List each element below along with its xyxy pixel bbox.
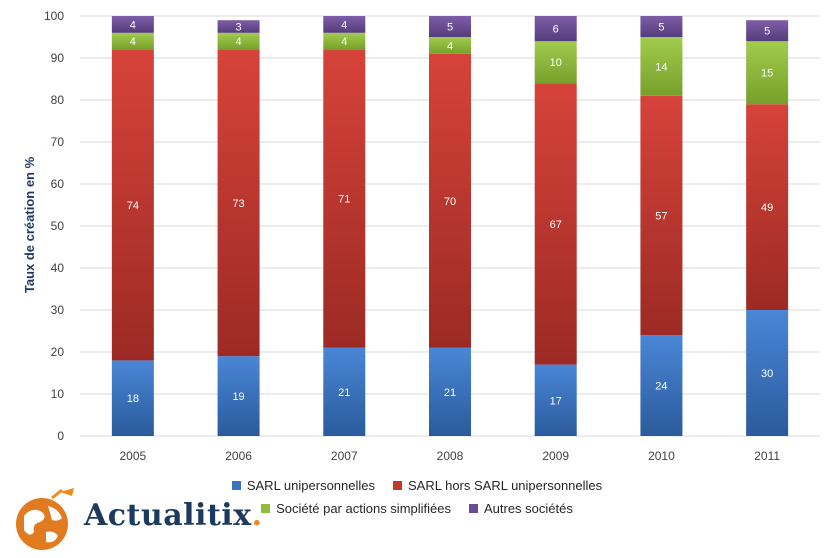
bar-segment bbox=[640, 16, 683, 37]
x-tick-label: 2005 bbox=[120, 449, 147, 463]
data-label: 6 bbox=[553, 24, 559, 36]
bar-segment bbox=[217, 20, 260, 33]
data-label: 5 bbox=[764, 26, 770, 38]
bar-segment bbox=[323, 49, 366, 348]
legend: SARL unipersonnelles SARL hors SARL unip… bbox=[0, 478, 834, 524]
legend-item: SARL hors SARL unipersonnelles bbox=[393, 478, 602, 493]
y-tick-label: 40 bbox=[51, 261, 65, 275]
data-label: 67 bbox=[550, 219, 562, 231]
data-label: 73 bbox=[232, 198, 244, 210]
legend-swatch bbox=[468, 504, 478, 513]
x-tick-label: 2006 bbox=[225, 449, 252, 463]
y-tick-label: 10 bbox=[51, 387, 65, 401]
data-label: 49 bbox=[761, 202, 773, 214]
y-tick-label: 70 bbox=[51, 135, 65, 149]
bar-segment bbox=[323, 32, 366, 50]
bar-segment bbox=[217, 32, 260, 50]
data-label: 24 bbox=[655, 381, 667, 393]
data-label: 74 bbox=[127, 200, 139, 212]
data-label: 21 bbox=[338, 387, 350, 399]
data-label: 71 bbox=[338, 194, 350, 206]
bar-segment bbox=[534, 16, 577, 42]
y-tick-label: 60 bbox=[51, 177, 65, 191]
bar-segment bbox=[534, 83, 577, 365]
y-tick-label: 0 bbox=[57, 429, 64, 443]
data-label: 4 bbox=[341, 19, 347, 31]
x-tick-label: 2007 bbox=[331, 449, 358, 463]
bar-segment bbox=[217, 49, 260, 357]
y-axis-label: Taux de création en % bbox=[22, 156, 37, 293]
data-label: 3 bbox=[236, 22, 242, 34]
legend-swatch bbox=[393, 481, 402, 490]
data-label: 21 bbox=[444, 387, 456, 399]
bar-segment bbox=[111, 49, 154, 361]
data-label: 4 bbox=[236, 36, 242, 48]
y-tick-label: 50 bbox=[51, 219, 65, 233]
bar-segment bbox=[746, 104, 789, 310]
globe-icon bbox=[16, 488, 74, 550]
legend-label: Autres sociétés bbox=[483, 501, 573, 516]
bar-segment bbox=[429, 53, 471, 348]
x-tick-label: 2009 bbox=[542, 449, 569, 463]
x-tick-label: 2011 bbox=[754, 449, 780, 463]
legend-swatch bbox=[231, 481, 241, 490]
data-label: 18 bbox=[127, 393, 139, 405]
bar-segment bbox=[111, 32, 154, 50]
legend-label: Société par actions simplifiées bbox=[276, 501, 451, 516]
brand-name: Actualitix. bbox=[84, 498, 263, 533]
data-label: 15 bbox=[761, 68, 773, 80]
bar-segment bbox=[323, 347, 366, 436]
y-tick-label: 100 bbox=[44, 9, 64, 23]
bar-segment bbox=[111, 360, 154, 436]
bar-segment bbox=[640, 335, 683, 436]
legend-item: Société par actions simplifiées bbox=[261, 501, 451, 516]
x-tick-label: 2008 bbox=[437, 449, 464, 463]
data-label: 30 bbox=[761, 368, 773, 380]
stacked-bar-chart: 0 10 20 30 40 50 60 70 80 90 100 18 74 4 4 19 73 4 3 21 71 4… bbox=[22, 9, 820, 463]
bar-segment bbox=[746, 20, 789, 42]
data-label: 19 bbox=[232, 391, 244, 403]
bar-segment bbox=[640, 95, 683, 336]
legend-swatch bbox=[261, 504, 271, 513]
data-label: 5 bbox=[447, 22, 453, 34]
bar-segment bbox=[534, 364, 577, 436]
legend-label: SARL unipersonnelles bbox=[246, 478, 375, 493]
data-label: 57 bbox=[655, 211, 667, 223]
bar-segment bbox=[217, 356, 260, 436]
legend-label: SARL hors SARL unipersonnelles bbox=[408, 478, 603, 493]
bar-segment bbox=[429, 347, 471, 436]
bar-segment bbox=[534, 41, 577, 84]
bar-segment bbox=[429, 37, 471, 54]
legend-item: SARL unipersonnelles bbox=[231, 478, 375, 493]
bar-segment bbox=[111, 16, 154, 33]
x-tick-label: 2010 bbox=[648, 449, 675, 463]
legend-item: Autres sociétés bbox=[468, 501, 573, 516]
data-label: 5 bbox=[658, 22, 664, 34]
bar-segment bbox=[323, 16, 366, 33]
data-label: 10 bbox=[550, 57, 562, 69]
y-tick-label: 30 bbox=[51, 303, 65, 317]
data-label: 4 bbox=[341, 36, 347, 48]
data-label: 4 bbox=[130, 36, 136, 48]
data-label: 4 bbox=[130, 19, 136, 31]
bar-segment bbox=[429, 16, 471, 37]
data-label: 4 bbox=[447, 40, 453, 52]
actualitix-logo: Actualitix. bbox=[8, 486, 262, 556]
data-label: 17 bbox=[550, 395, 562, 407]
bar-segment bbox=[746, 310, 789, 436]
data-label: 70 bbox=[444, 196, 456, 208]
y-tick-label: 80 bbox=[51, 93, 65, 107]
bar-segment bbox=[746, 41, 789, 105]
y-tick-label: 90 bbox=[51, 51, 65, 65]
bar-segment bbox=[640, 37, 683, 96]
y-tick-label: 20 bbox=[51, 345, 65, 359]
data-label: 14 bbox=[655, 61, 667, 73]
